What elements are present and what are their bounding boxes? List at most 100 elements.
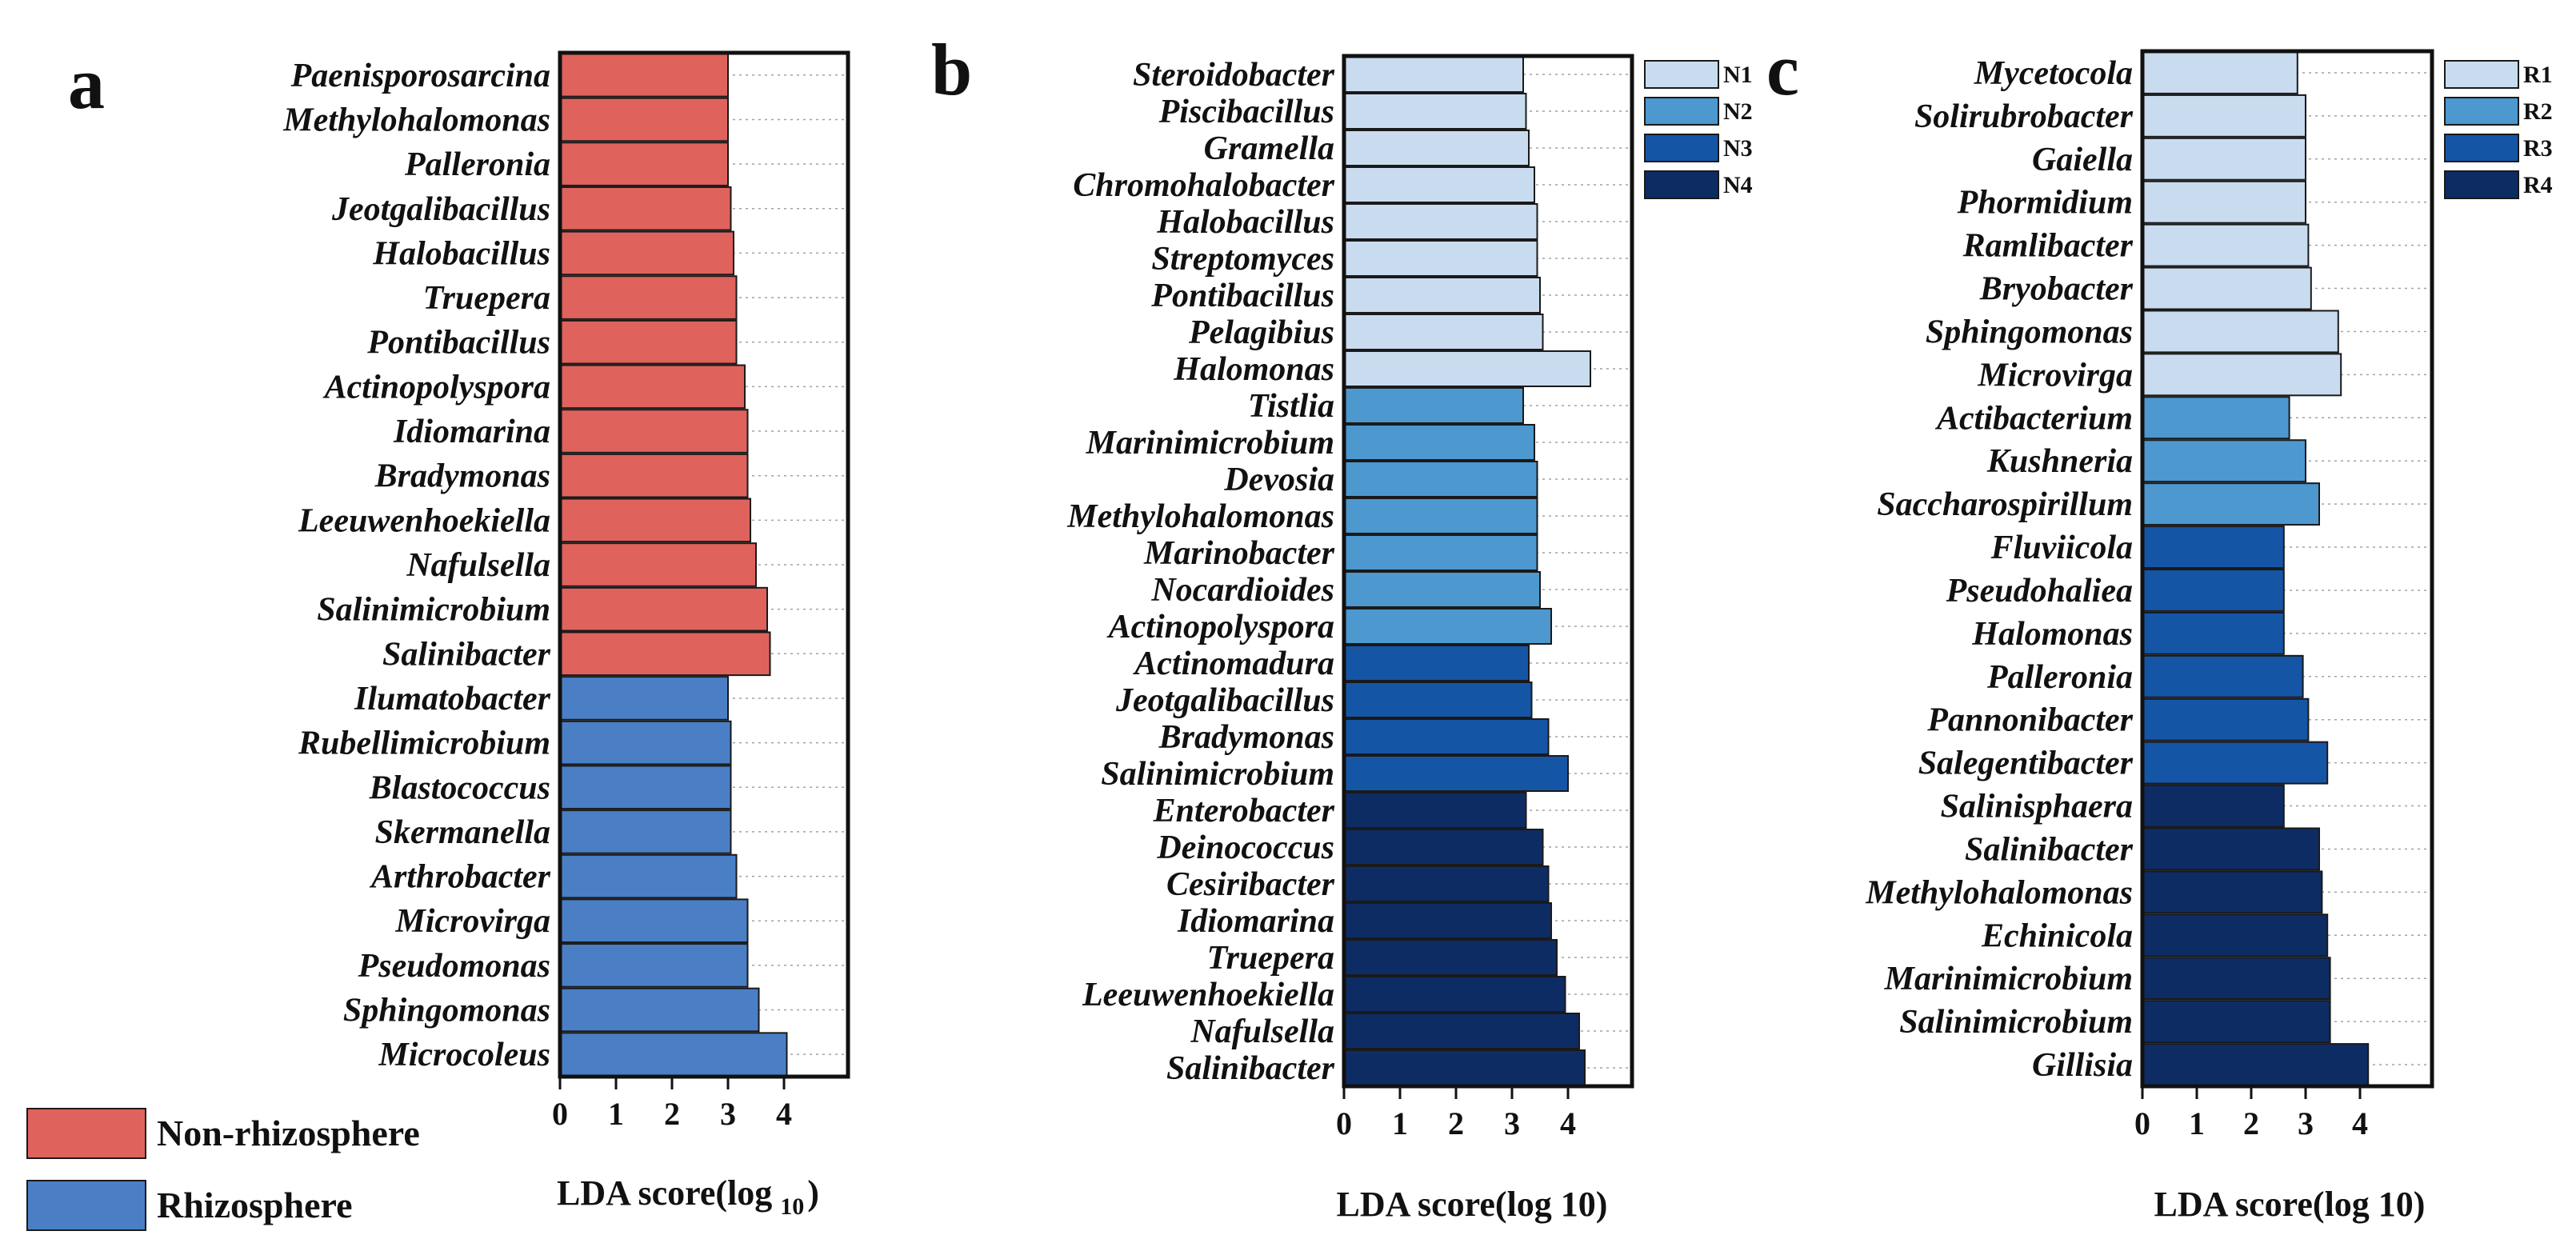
bar-chromohalobacter — [1343, 166, 1535, 203]
taxon-label: Leeuwenhoekiella — [298, 502, 550, 539]
taxon-label: Gramella — [1204, 130, 1334, 167]
bar-salinibacter — [559, 631, 771, 677]
bar-truepera — [559, 275, 738, 320]
bar-solirubrobacter — [2142, 94, 2306, 138]
taxon-label: Enterobacter — [1153, 793, 1335, 829]
taxon-label: Salinibacter — [1166, 1050, 1335, 1087]
legend-swatch — [1644, 60, 1719, 89]
bar-pontibacillus — [1343, 277, 1541, 314]
bar-marinimicrobium — [2142, 957, 2331, 1001]
taxon-label: Salinimicrobium — [1899, 1004, 2133, 1041]
taxon-label: Bradymonas — [1158, 719, 1334, 756]
taxon-label: Phormidium — [1957, 185, 2133, 222]
x-tick-label: 3 — [1504, 1105, 1520, 1141]
x-axis-label-close: ) — [807, 1173, 819, 1213]
bar-marinobacter — [1343, 534, 1538, 571]
taxon-label: Streptomyces — [1151, 241, 1334, 278]
bar-streptomyces — [1343, 240, 1538, 277]
legend-label: N1 — [1723, 62, 1753, 88]
taxon-label: Idiomarina — [393, 414, 550, 450]
taxon-label: Piscibacillus — [1158, 94, 1334, 130]
bar-ilumatobacter — [559, 676, 729, 721]
bar-gillisia — [2142, 1043, 2370, 1087]
bar-enterobacter — [1343, 792, 1527, 829]
taxon-label: Marinobacter — [1143, 535, 1335, 572]
taxon-label: Marinimicrobium — [1086, 425, 1334, 462]
bar-blastococcus — [559, 765, 732, 810]
taxon-label: Tistlia — [1248, 388, 1334, 425]
bar-arthrobacter — [559, 853, 738, 899]
taxon-label: Pannonibacter — [1926, 702, 2133, 739]
legend-label: N4 — [1723, 172, 1753, 198]
x-tick-label: 3 — [720, 1096, 736, 1132]
taxon-label: Palleronia — [1986, 659, 2133, 696]
bar-sphingomonas — [559, 987, 760, 1033]
taxon-label: Blastococcus — [369, 769, 550, 806]
x-tick-label: 2 — [664, 1096, 680, 1132]
legend-swatch — [26, 1180, 146, 1231]
legend-label: R1 — [2523, 62, 2553, 88]
taxon-label: Rubellimicrobium — [298, 725, 550, 762]
x-axis-label: LDA score(log 10) — [557, 1173, 819, 1220]
x-tick-label: 2 — [2243, 1105, 2259, 1141]
legend-swatch — [1644, 134, 1719, 162]
taxon-label: Microvirga — [1977, 357, 2133, 394]
panel-letter-a: a — [68, 42, 105, 124]
bar-nafulsella — [1343, 1013, 1580, 1049]
x-tick-label: 2 — [1448, 1105, 1464, 1141]
legend-label: Rhizosphere — [157, 1185, 353, 1225]
bar-phormidium — [2142, 180, 2306, 224]
panel-letter-c: c — [1766, 29, 1799, 110]
taxon-label: Echinicola — [1981, 917, 2133, 954]
taxon-label: Fluviicola — [1990, 530, 2133, 566]
bar-idiomarina — [559, 409, 749, 454]
taxon-label: Nocardioides — [1150, 572, 1334, 609]
taxon-label: Pseudohaliea — [1946, 573, 2133, 610]
legend-swatch — [2444, 97, 2519, 126]
bar-rubellimicrobium — [559, 720, 732, 765]
taxon-label: Saccharospirillum — [1877, 486, 2133, 523]
bar-deinococcus — [1343, 829, 1544, 865]
taxon-label: Cesiribacter — [1166, 866, 1335, 903]
taxon-label: Pelagibius — [1188, 314, 1334, 351]
bar-fluviicola — [2142, 526, 2285, 569]
plot-frame — [558, 50, 850, 1079]
bar-gaiella — [2142, 137, 2306, 181]
bar-halobacillus — [1343, 203, 1538, 240]
taxon-label: Palleronia — [404, 146, 550, 183]
bar-actinopolyspora — [1343, 608, 1552, 645]
bar-salinimicrobium — [1343, 755, 1569, 792]
bar-salinimicrobium — [2142, 1000, 2331, 1044]
taxon-label: Halomonas — [1971, 616, 2133, 653]
bar-pseudomonas — [559, 943, 749, 988]
bar-marinimicrobium — [1343, 424, 1535, 461]
legend-label: N3 — [1723, 135, 1753, 162]
taxon-label: Salinisphaera — [1941, 789, 2133, 825]
bar-idiomarina — [1343, 902, 1552, 939]
taxon-label: Salinimicrobium — [317, 592, 550, 629]
legend-swatch — [1644, 97, 1719, 126]
bar-jeotgalibacillus — [559, 186, 732, 231]
bar-microvirga — [559, 898, 749, 944]
taxon-label: Halobacillus — [372, 235, 550, 272]
taxon-label: Halomonas — [1173, 351, 1334, 388]
bar-microcoleus — [559, 1032, 788, 1077]
bar-nocardioides — [1343, 571, 1541, 608]
bar-pannonibacter — [2142, 697, 2310, 741]
legend-swatch — [2444, 134, 2519, 162]
taxon-label: Nafulsella — [406, 547, 550, 584]
bar-actinomadura — [1343, 645, 1530, 681]
taxon-label: Mycetocola — [1974, 55, 2133, 92]
bar-mycetocola — [2142, 51, 2298, 94]
bar-steroidobacter — [1343, 56, 1524, 93]
legend-swatch — [26, 1108, 146, 1159]
bar-methylohalomonas — [2142, 870, 2323, 914]
x-axis-label: LDA score(log 10) — [2154, 1185, 2426, 1224]
x-tick-label: 1 — [1392, 1105, 1408, 1141]
taxon-label: Jeotgalibacillus — [1115, 682, 1334, 719]
taxon-label: Kushneria — [1986, 443, 2133, 480]
bar-jeotgalibacillus — [1343, 681, 1533, 718]
bar-halomonas — [1343, 350, 1591, 387]
bar-methylohalomonas — [559, 97, 729, 142]
bar-nafulsella — [559, 542, 757, 587]
